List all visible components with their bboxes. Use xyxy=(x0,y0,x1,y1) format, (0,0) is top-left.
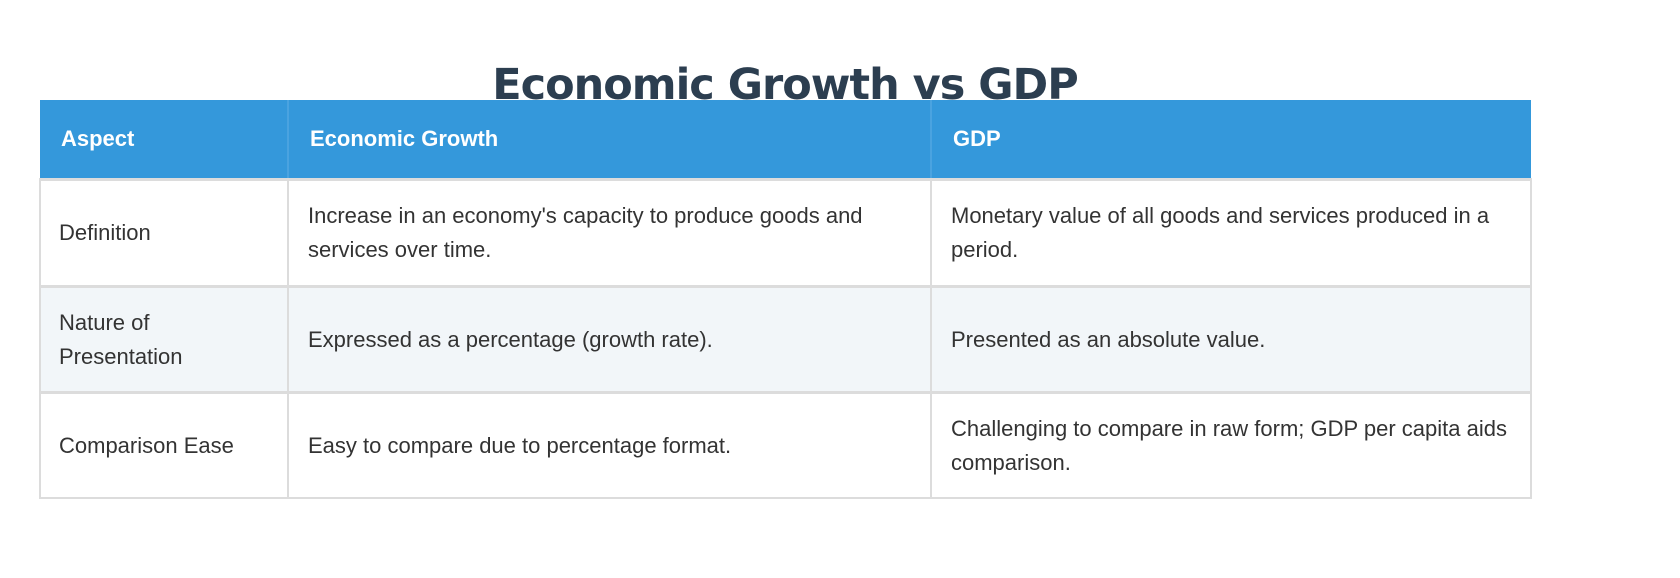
comparison-table: Aspect Economic Growth GDP Definition In… xyxy=(39,100,1532,499)
row-aspect-cell: Definition xyxy=(39,178,289,288)
row-aspect-cell: Comparison Ease xyxy=(39,391,289,499)
table-header-row: Aspect Economic Growth GDP xyxy=(40,100,1531,180)
table-row: Definition Increase in an economy's capa… xyxy=(39,178,1532,288)
header-gdp: GDP xyxy=(931,100,1531,180)
header-economic-growth: Economic Growth xyxy=(288,100,932,180)
gdp-cell: Challenging to compare in raw form; GDP … xyxy=(930,391,1532,499)
row-aspect-cell: Nature of Presentation xyxy=(39,285,289,394)
economic-growth-cell: Increase in an economy's capacity to pro… xyxy=(287,178,932,288)
gdp-cell: Monetary value of all goods and services… xyxy=(930,178,1532,288)
table-row: Comparison Ease Easy to compare due to p… xyxy=(39,391,1532,499)
header-aspect: Aspect xyxy=(40,100,289,180)
gdp-cell: Presented as an absolute value. xyxy=(930,285,1532,394)
table-row: Nature of Presentation Expressed as a pe… xyxy=(39,285,1532,394)
economic-growth-cell: Expressed as a percentage (growth rate). xyxy=(287,285,932,394)
economic-growth-cell: Easy to compare due to percentage format… xyxy=(287,391,932,499)
